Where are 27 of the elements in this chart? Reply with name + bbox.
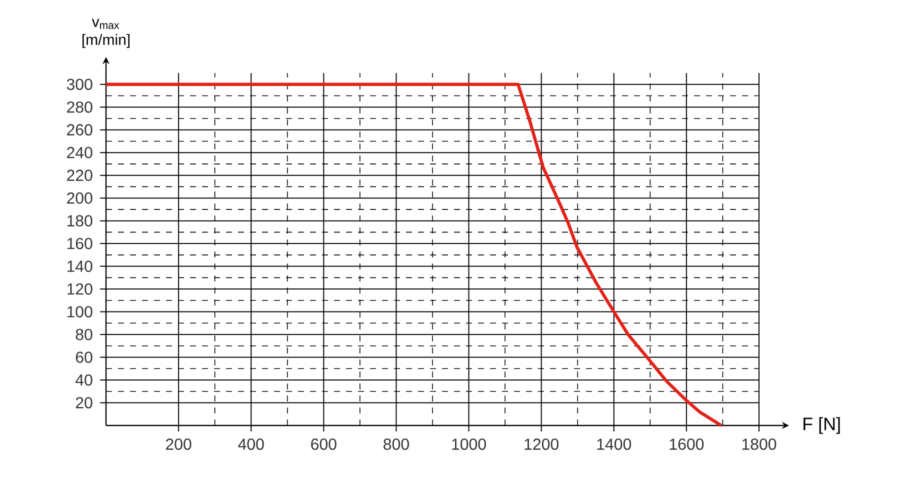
line-series bbox=[104, 82, 723, 428]
x-tick-label: 1400 bbox=[597, 438, 632, 450]
y-tick-label: 140 bbox=[67, 260, 92, 272]
x-axis-title: F [N] bbox=[804, 417, 840, 434]
x-tick-label: 1000 bbox=[452, 438, 486, 450]
x-tick-label: 600 bbox=[311, 438, 336, 450]
x-tick-label: 200 bbox=[166, 438, 192, 450]
y-tick-label: 220 bbox=[67, 170, 92, 181]
x-tick-label: 1200 bbox=[524, 438, 559, 450]
y-tick-label: 120 bbox=[67, 283, 92, 295]
y-tick-label: 60 bbox=[76, 352, 92, 363]
y-tick-label: 80 bbox=[76, 328, 92, 340]
y-tick-label: 300 bbox=[66, 78, 92, 90]
y-tick-label: 180 bbox=[67, 215, 92, 226]
x-tick-label: 1800 bbox=[742, 438, 776, 450]
y-tick-label: 40 bbox=[76, 374, 92, 386]
y-tick-label: 20 bbox=[76, 397, 92, 408]
y-tick-label: 240 bbox=[67, 146, 92, 158]
y-tick-label: 100 bbox=[67, 306, 92, 318]
y-tick-label: 160 bbox=[67, 238, 92, 250]
x-tick-label: 800 bbox=[384, 438, 409, 450]
y-tick-label: 200 bbox=[67, 192, 92, 204]
y-tick-label: 280 bbox=[67, 101, 92, 113]
y-tick-label: 260 bbox=[67, 124, 92, 136]
x-tick-label: 400 bbox=[238, 438, 264, 450]
y-axis-title: v$_{max}$ [m/min] bbox=[82, 18, 130, 48]
x-tick-label: 1600 bbox=[670, 438, 704, 450]
